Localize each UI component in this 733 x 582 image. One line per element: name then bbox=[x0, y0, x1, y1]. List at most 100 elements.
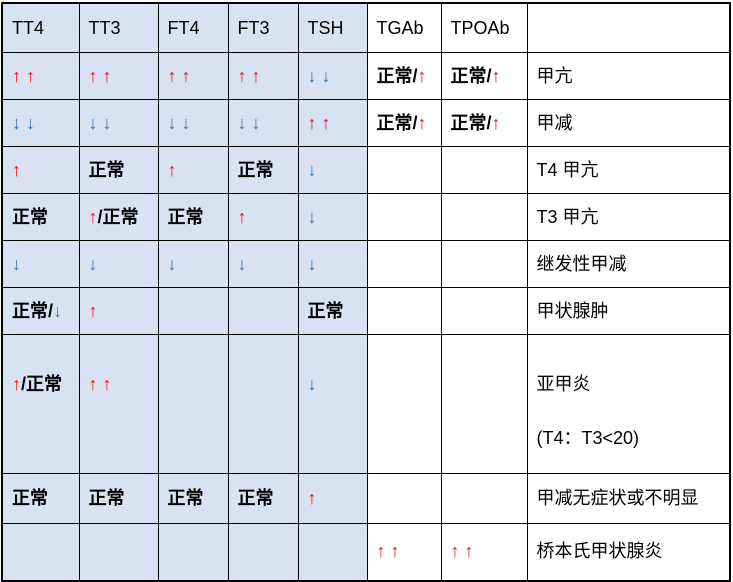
value-cell: 正常 bbox=[227, 473, 299, 524]
value-cell: ↓ ↓ bbox=[227, 99, 299, 147]
value-cell: ↑ bbox=[297, 473, 368, 524]
value-cell bbox=[227, 287, 299, 335]
value-cell: 正常 bbox=[1, 193, 80, 241]
cell-text: 亚甲炎 bbox=[536, 374, 591, 394]
up-arrow-text: ↑ bbox=[491, 112, 501, 133]
value-cell bbox=[157, 334, 229, 474]
table-row: ↓ ↓ ↓ ↓ ↓ ↓ ↓ ↓ ↑ ↑ 正常/↑ 正常/↑ 甲减 bbox=[1, 99, 731, 147]
column-header: FT3 bbox=[227, 2, 299, 53]
value-cell bbox=[1, 523, 80, 581]
down-arrow-text: ↓ ↓ bbox=[12, 112, 36, 133]
value-cell bbox=[157, 523, 229, 581]
table-row: ↑ ↑ ↑ ↑ 桥本氏甲状腺炎 bbox=[1, 523, 731, 581]
value-cell bbox=[366, 240, 442, 288]
cell-text: 正常 bbox=[88, 488, 125, 508]
value-cell: ↓ ↓ bbox=[78, 99, 159, 147]
condition-cell: 亚甲炎 (T4：T3<20) bbox=[526, 334, 731, 474]
value-cell: 正常/↑ bbox=[366, 52, 442, 100]
up-arrow-text: ↑ bbox=[88, 206, 98, 227]
table-row: ↑ 正常 ↑ 正常 ↓ T4 甲亢 bbox=[1, 146, 731, 194]
value-cell: ↓ ↓ bbox=[1, 99, 80, 147]
value-cell: ↑ ↑ bbox=[366, 523, 442, 581]
cell-text: T3 甲亢 bbox=[536, 206, 599, 227]
up-arrow-text: ↑ ↑ bbox=[376, 541, 400, 562]
value-cell bbox=[366, 334, 442, 474]
value-cell: ↓ ↓ bbox=[157, 99, 229, 147]
down-arrow-text: ↓ bbox=[307, 253, 317, 274]
value-cell bbox=[227, 334, 299, 474]
cell-text: 继发性甲减 bbox=[536, 253, 627, 274]
cell-text: 正常/ bbox=[450, 65, 492, 86]
value-cell: 正常 bbox=[78, 146, 159, 194]
value-cell bbox=[440, 334, 528, 474]
value-cell: 正常 bbox=[297, 287, 368, 335]
value-cell: 正常/↑ bbox=[440, 52, 528, 100]
value-cell bbox=[366, 473, 442, 524]
down-arrow-text: ↓ bbox=[237, 253, 247, 274]
column-header: FT4 bbox=[157, 2, 229, 53]
value-cell: ↑ ↑ bbox=[297, 99, 368, 147]
value-cell: 正常/↓ bbox=[1, 287, 80, 335]
cell-text: 正常 bbox=[237, 159, 274, 180]
down-arrow-text: ↓ ↓ bbox=[167, 112, 191, 133]
value-cell: ↑ ↑ bbox=[157, 52, 229, 100]
value-cell: 正常 bbox=[157, 473, 229, 524]
cell-text: 正常 bbox=[167, 206, 204, 227]
table-row: ↑/正常 ↑ ↑ ↓ 亚甲炎 (T4：T3<20) bbox=[1, 334, 731, 474]
value-cell: ↓ bbox=[297, 146, 368, 194]
up-arrow-text: ↑ ↑ bbox=[167, 65, 191, 86]
value-cell: ↓ bbox=[297, 193, 368, 241]
up-arrow-text: ↑ bbox=[417, 112, 427, 133]
up-arrow-text: ↑ bbox=[88, 300, 98, 321]
condition-cell: T3 甲亢 bbox=[526, 193, 731, 241]
value-cell bbox=[297, 523, 368, 581]
cell-text: 甲减 bbox=[536, 112, 573, 133]
value-cell bbox=[78, 523, 159, 581]
value-cell bbox=[440, 193, 528, 241]
column-header: TGAb bbox=[366, 2, 442, 53]
table-row: ↓ ↓ ↓ ↓ ↓ 继发性甲减 bbox=[1, 240, 731, 288]
value-cell bbox=[440, 240, 528, 288]
up-arrow-text: ↑ bbox=[12, 374, 21, 394]
condition-cell: 桥本氏甲状腺炎 bbox=[526, 523, 731, 581]
up-arrow-text: ↑ ↑ bbox=[307, 112, 331, 133]
cell-text: 正常 bbox=[12, 206, 48, 227]
value-cell: 正常/↑ bbox=[366, 99, 442, 147]
value-cell: ↓ bbox=[1, 240, 80, 288]
cell-text: 正常 bbox=[88, 159, 125, 180]
cell-text: 甲亢 bbox=[536, 65, 573, 86]
value-cell bbox=[440, 287, 528, 335]
empty-header-cell bbox=[526, 2, 731, 53]
cell-text: (T4：T3<20) bbox=[536, 428, 640, 448]
value-cell: ↓ ↓ bbox=[297, 52, 368, 100]
table-row: 正常 ↑/正常 正常 ↑ ↓ T3 甲亢 bbox=[1, 193, 731, 241]
up-arrow-text: ↑ bbox=[12, 159, 21, 180]
value-cell: ↓ bbox=[297, 334, 368, 474]
cell-text: 正常/ bbox=[376, 65, 418, 86]
cell-text: 正常/ bbox=[12, 300, 54, 321]
condition-cell: 甲减 bbox=[526, 99, 731, 147]
value-cell bbox=[366, 146, 442, 194]
table-row: 正常 正常 正常 正常 ↑ 甲减无症状或不明显 bbox=[1, 473, 731, 524]
value-cell bbox=[366, 287, 442, 335]
up-arrow-text: ↑ ↑ bbox=[88, 374, 112, 394]
down-arrow-text: ↓ ↓ bbox=[237, 112, 261, 133]
down-arrow-text: ↓ ↓ bbox=[307, 65, 331, 86]
down-arrow-text: ↓ bbox=[307, 159, 317, 180]
value-cell bbox=[227, 523, 299, 581]
up-arrow-text: ↑ bbox=[491, 65, 501, 86]
cell-text: 正常 bbox=[307, 300, 344, 321]
value-cell: 正常 bbox=[78, 473, 159, 524]
down-arrow-text: ↓ bbox=[307, 206, 317, 227]
up-arrow-text: ↑ bbox=[307, 488, 317, 508]
cell-text: T4 甲亢 bbox=[536, 159, 599, 180]
value-cell: ↓ bbox=[227, 240, 299, 288]
value-cell: ↑ bbox=[1, 146, 80, 194]
column-header: TT4 bbox=[1, 2, 80, 53]
value-cell: ↑ ↑ bbox=[440, 523, 528, 581]
value-cell bbox=[440, 473, 528, 524]
value-cell: ↑ bbox=[157, 146, 229, 194]
value-cell: ↑ bbox=[227, 193, 299, 241]
